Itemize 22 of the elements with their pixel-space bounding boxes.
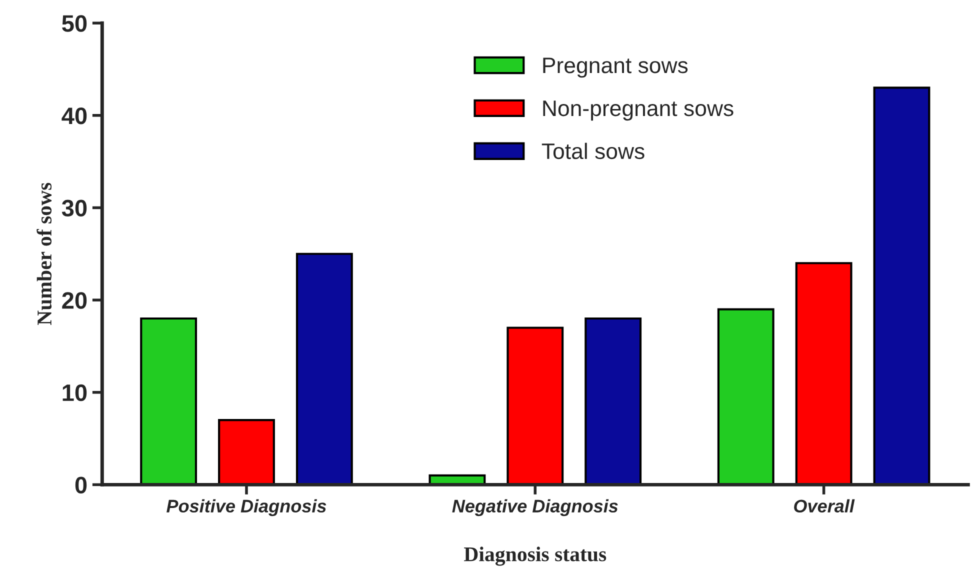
bar — [506, 326, 564, 485]
y-tick-label: 40 — [62, 107, 87, 124]
y-tick-label: 20 — [62, 292, 87, 309]
bar — [140, 317, 198, 485]
bar — [873, 86, 930, 485]
y-tick-label: 30 — [62, 200, 87, 217]
bar — [296, 252, 353, 485]
bar — [584, 317, 642, 485]
bar — [717, 308, 774, 485]
y-tick-label: 10 — [62, 384, 87, 402]
x-tick-label: Negative Diagnosis — [452, 499, 618, 516]
y-tick-label: 50 — [62, 15, 87, 32]
y-axis-title: Number of sows — [36, 182, 52, 326]
bar — [795, 262, 852, 485]
legend-label: Pregnant sows — [543, 58, 688, 78]
y-tick-label: 0 — [75, 476, 87, 494]
legend-label: Non-pregnant sows — [543, 100, 734, 121]
x-tick-label: Positive Diagnosis — [166, 499, 326, 516]
legend-label: Total sows — [542, 142, 644, 160]
x-tick-label: Overall — [794, 499, 855, 513]
bar — [218, 419, 275, 485]
x-axis-title: Diagnosis status — [464, 546, 606, 566]
